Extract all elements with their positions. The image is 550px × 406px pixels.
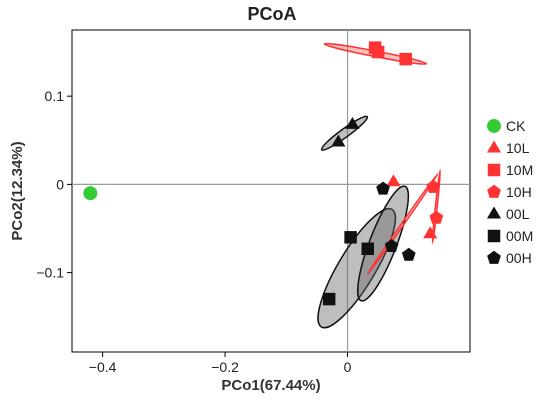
- data-points: [83, 41, 444, 306]
- zero-lines: [72, 30, 470, 352]
- y-tick-label: −0.1: [36, 265, 64, 281]
- ellipse-00m: [317, 207, 397, 329]
- point-10h-2: [429, 210, 444, 224]
- x-tick-label: −0.2: [211, 359, 239, 375]
- legend-marker-ck: [487, 119, 501, 133]
- point-00m-2: [344, 231, 357, 244]
- y-axis-ticks: −0.1 0 0.1: [36, 88, 72, 281]
- y-tick-label: 0: [56, 176, 64, 192]
- point-10h-1: [426, 179, 441, 193]
- y-tick-label: 0.1: [45, 88, 65, 104]
- x-axis-ticks: −0.4 −0.2 0: [89, 352, 352, 375]
- point-00h-2: [384, 238, 399, 252]
- plot-area-frame: [71, 29, 471, 353]
- legend-label-10h: 10H: [506, 184, 532, 200]
- legend-marker-00l: [486, 206, 502, 219]
- chart-title: PCoA: [248, 4, 297, 24]
- legend-marker-10l: [486, 140, 502, 153]
- legend-marker-00m: [487, 229, 501, 243]
- point-00l-2: [331, 134, 346, 147]
- legend-label-10l: 10L: [506, 140, 530, 156]
- point-10m-2: [371, 45, 385, 59]
- point-10l-2: [423, 226, 438, 239]
- confidence-ellipses: [317, 42, 442, 329]
- y-axis-label: PCo2(12.34%): [9, 141, 26, 240]
- x-tick-label: −0.4: [89, 359, 117, 375]
- x-axis-label: PCo1(67.44%): [221, 377, 320, 394]
- legend-label-00m: 00M: [506, 228, 533, 244]
- point-00m-1: [322, 292, 336, 306]
- point-10m-3: [399, 52, 412, 66]
- legend-label-00h: 00H: [506, 250, 532, 266]
- point-00h-1: [376, 181, 390, 195]
- legend: CK 10L 10M 10H 00L 00M 00H: [486, 118, 533, 266]
- point-10l-1: [386, 174, 401, 187]
- point-00l-1: [345, 116, 360, 129]
- ellipse-10l: [366, 173, 439, 275]
- point-ck-1: [83, 186, 98, 201]
- x-tick-label: 0: [344, 359, 352, 375]
- point-00h-3: [401, 247, 416, 261]
- point-00m-3: [361, 242, 374, 256]
- legend-marker-00h: [487, 250, 501, 264]
- legend-marker-10h: [487, 184, 501, 198]
- legend-marker-10m: [487, 163, 501, 177]
- legend-label-10m: 10M: [506, 162, 533, 178]
- legend-label-ck: CK: [506, 118, 526, 134]
- ellipse-00l: [320, 115, 369, 151]
- legend-label-00l: 00L: [506, 206, 530, 222]
